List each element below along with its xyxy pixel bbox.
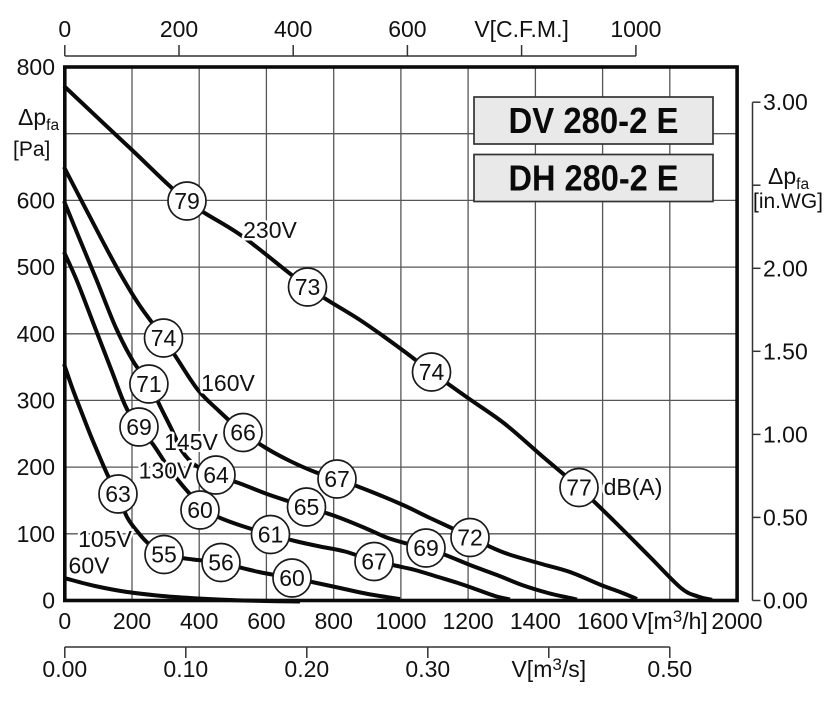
svg-text:300: 300 [17,387,55,413]
svg-text:600: 600 [17,187,55,213]
svg-text:130V: 130V [139,458,193,484]
svg-text:1.50: 1.50 [763,338,808,364]
svg-text:Δpfa: Δpfa [18,104,59,134]
svg-text:60: 60 [187,497,213,523]
svg-text:0.50: 0.50 [763,504,808,530]
svg-text:69: 69 [126,414,152,440]
svg-text:73: 73 [295,274,321,300]
svg-text:0: 0 [58,16,71,42]
svg-text:79: 79 [174,188,200,214]
svg-text:105V: 105V [78,526,132,552]
svg-text:60: 60 [279,565,305,591]
svg-text:DH 280-2 E: DH 280-2 E [509,158,679,199]
svg-text:400: 400 [180,608,218,634]
svg-text:67: 67 [324,466,350,492]
svg-text:DV 280-2 E: DV 280-2 E [509,100,679,141]
svg-text:1600: 1600 [577,608,628,634]
svg-text:0.00: 0.00 [42,656,87,682]
svg-text:74: 74 [151,325,177,351]
svg-text:[in.WG]: [in.WG] [753,190,823,213]
svg-text:1000: 1000 [610,16,661,42]
svg-text:400: 400 [17,321,55,347]
svg-text:60V: 60V [69,553,111,579]
svg-text:65: 65 [294,494,320,520]
svg-text:V[C.F.M.]: V[C.F.M.] [474,16,569,42]
svg-text:800: 800 [315,608,353,634]
svg-text:55: 55 [151,542,177,568]
svg-text:600: 600 [247,608,285,634]
svg-text:dB(A): dB(A) [604,474,663,500]
svg-text:2.00: 2.00 [763,255,808,281]
svg-text:1000: 1000 [375,608,426,634]
svg-text:0: 0 [42,588,55,614]
svg-text:145V: 145V [164,429,218,455]
svg-text:0.00: 0.00 [763,588,808,614]
svg-text:230V: 230V [243,217,297,243]
svg-text:160V: 160V [201,370,255,396]
svg-text:61: 61 [258,522,284,548]
svg-text:0.50: 0.50 [647,656,692,682]
svg-text:[Pa]: [Pa] [13,138,50,161]
svg-text:56: 56 [208,550,234,576]
svg-text:100: 100 [17,521,55,547]
svg-text:69: 69 [413,535,439,561]
svg-text:0.30: 0.30 [405,656,450,682]
svg-text:72: 72 [457,525,483,551]
svg-text:63: 63 [105,481,131,507]
svg-text:66: 66 [230,420,256,446]
svg-text:200: 200 [160,16,198,42]
svg-text:500: 500 [17,254,55,280]
svg-text:1400: 1400 [510,608,561,634]
svg-text:2000: 2000 [711,608,762,634]
svg-text:1200: 1200 [443,608,494,634]
svg-text:77: 77 [566,475,592,501]
svg-text:64: 64 [203,462,229,488]
svg-text:V[m3/h]: V[m3/h] [632,607,708,634]
svg-text:800: 800 [17,54,55,80]
svg-text:V[m3/s]: V[m3/s] [511,655,586,682]
svg-text:67: 67 [361,549,387,575]
svg-text:0.10: 0.10 [163,656,208,682]
svg-text:200: 200 [17,454,55,480]
svg-text:0: 0 [58,608,71,634]
svg-text:400: 400 [274,16,312,42]
svg-text:1.00: 1.00 [763,421,808,447]
svg-text:600: 600 [388,16,426,42]
svg-text:0.20: 0.20 [284,656,329,682]
svg-text:74: 74 [419,359,445,385]
svg-text:3.00: 3.00 [763,89,808,115]
svg-text:200: 200 [113,608,151,634]
svg-text:71: 71 [136,371,162,397]
